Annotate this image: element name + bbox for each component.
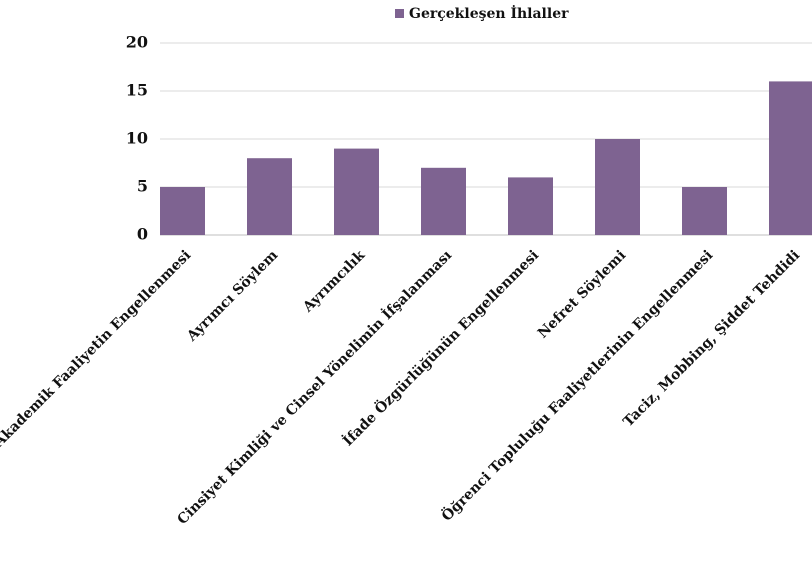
bar [421, 167, 466, 235]
bar [508, 177, 553, 235]
bar [334, 148, 379, 235]
bar [769, 81, 812, 236]
y-tick-label: 15 [126, 81, 148, 100]
bar [595, 139, 640, 235]
legend-swatch [395, 9, 404, 18]
x-tick-label: Nefret Söylemi [535, 247, 629, 341]
bar [682, 187, 727, 235]
legend-label: Gerçekleşen İhlaller [409, 3, 569, 22]
y-tick-label: 5 [137, 177, 148, 196]
x-tick-label: İfade Özgürlüğünün Engellenmesi [338, 245, 542, 449]
x-tick-label: Akademik Faaliyetin Engellenmesi [0, 247, 194, 451]
x-tick-label: Ayrımcı Söylem [183, 247, 281, 345]
bar [247, 158, 292, 235]
bar [160, 187, 205, 235]
x-tick-label: Ayrımcılık [299, 247, 368, 316]
y-tick-label: 10 [126, 129, 148, 148]
x-tick-label: Taciz, Mobbing, Şiddet Tehdidi [620, 247, 803, 430]
y-tick-label: 20 [126, 33, 148, 52]
y-tick-label: 0 [137, 225, 148, 244]
